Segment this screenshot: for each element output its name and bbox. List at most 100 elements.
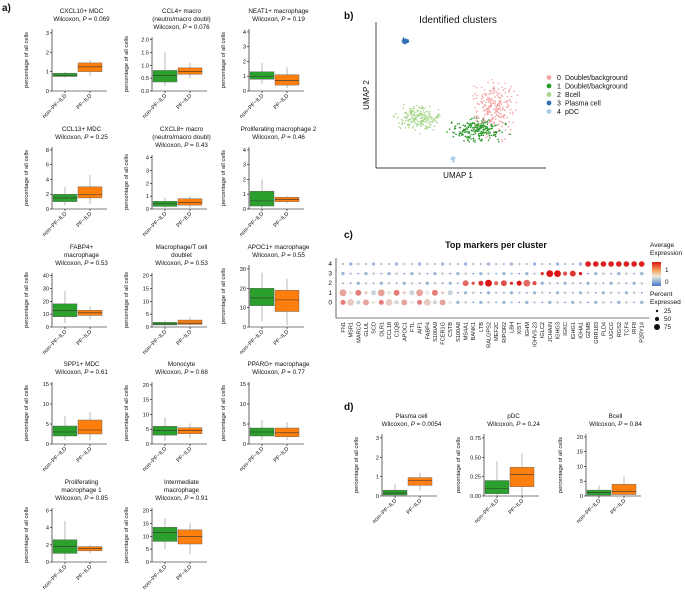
expression-tick-label: 0	[665, 279, 669, 286]
dotplot-dot	[503, 263, 505, 265]
dotplot-dot	[449, 272, 452, 275]
dotplot-dot	[349, 272, 352, 275]
umap-point	[423, 117, 425, 119]
dotplot-dot	[579, 301, 582, 304]
y-tick-label: 10	[43, 312, 49, 318]
umap-point	[496, 92, 499, 94]
y-tick-label: 10	[143, 299, 149, 305]
umap-point	[476, 124, 479, 126]
umap-point	[425, 121, 427, 123]
dotplot-dot	[356, 300, 361, 305]
dotplot-dot	[356, 281, 360, 285]
umap-point	[492, 108, 495, 110]
umap-point	[477, 128, 479, 131]
umap-point	[490, 90, 492, 92]
dotplot-gene-label: IGHM	[525, 322, 531, 337]
umap-point	[494, 118, 497, 121]
umap-point	[428, 112, 431, 115]
pvalue-number: = 0.77	[285, 369, 305, 376]
umap-point	[484, 104, 487, 106]
umap-point	[402, 37, 405, 39]
dotplot-dot	[600, 261, 607, 267]
x-tick-label: non−PF−ILD	[142, 329, 169, 356]
umap-point	[481, 131, 484, 134]
dotplot-dot	[349, 282, 352, 285]
umap-point	[482, 118, 485, 121]
umap-point	[488, 122, 491, 124]
umap-point	[462, 129, 465, 131]
box-pf-ild	[177, 319, 203, 325]
umap-point	[404, 42, 407, 45]
umap-point	[509, 133, 512, 136]
x-tick-label: PF−ILD	[176, 329, 194, 347]
umap-point	[469, 135, 471, 137]
umap-point	[508, 91, 510, 93]
umap-point	[480, 98, 483, 100]
dotplot-dot	[425, 281, 429, 285]
umap-point	[466, 128, 469, 131]
umap-point	[480, 124, 483, 127]
dotplot-dot	[571, 281, 575, 285]
dotplot-dot	[341, 272, 345, 276]
umap-point	[488, 119, 490, 121]
umap-point	[505, 123, 507, 126]
pvalue-number: = 0.069	[87, 16, 110, 23]
umap-point	[487, 81, 489, 84]
umap-point	[395, 112, 397, 115]
y-tick-label: 0	[46, 89, 49, 95]
umap-point	[501, 125, 503, 128]
umap-point	[403, 122, 406, 125]
umap-point	[453, 132, 456, 134]
umap-point	[470, 138, 472, 140]
umap-point	[471, 133, 473, 136]
dotplot-gene-label: UGCG	[609, 322, 615, 339]
dotplot-dot	[342, 263, 344, 265]
dotplot-gene-label: GRR183	[594, 322, 600, 344]
umap-point	[506, 116, 508, 119]
umap-point	[488, 137, 491, 139]
umap-point	[486, 107, 489, 110]
umap-point	[504, 82, 507, 84]
y-axis-label: percentage of all cells	[221, 150, 227, 206]
pvalue-symbol: P	[84, 134, 89, 141]
boxplot-pvalue: Wilcoxon, P = 0.24	[487, 421, 540, 428]
y-axis-label: percentage of all cells	[24, 385, 30, 441]
dotplot-dot	[633, 301, 635, 304]
boxplot-pvalue: Wilcoxon, P = 0.84	[589, 421, 642, 428]
x-tick-label: PF−ILD	[176, 211, 194, 229]
umap-point	[507, 105, 510, 107]
umap-point	[500, 101, 502, 103]
y-tick-label: 30	[43, 286, 49, 292]
umap-point	[468, 130, 470, 133]
umap-point	[464, 131, 466, 133]
dotplot-dot	[587, 272, 589, 275]
umap-point	[468, 140, 470, 143]
y-tick-label: 2	[243, 59, 246, 65]
boxplot-pvalue: Wilcoxon, P = 0.46	[252, 134, 305, 141]
dotplot-dot	[377, 289, 385, 297]
pvalue-symbol: P	[184, 369, 189, 376]
box-non-pf-ild	[249, 288, 275, 306]
dotplot-dot	[617, 291, 620, 294]
y-tick-label: 0	[46, 325, 49, 331]
y-tick-label: 5	[46, 422, 49, 428]
x-tick-label: non−PF−ILD	[42, 211, 69, 238]
boxplot-title: (neutro/macro doubl)	[152, 16, 210, 23]
umap-point	[498, 92, 500, 95]
umap-point	[504, 138, 506, 140]
box-non-pf-ild	[249, 191, 275, 207]
umap-point	[483, 122, 485, 124]
umap-point	[410, 112, 413, 115]
y-tick-label: 2	[146, 181, 149, 187]
umap-point	[489, 119, 492, 121]
pvalue-number: = 0.53	[188, 260, 208, 267]
x-tick-label: non−PF−ILD	[576, 498, 603, 525]
dotplot-gene-label: CSTB	[448, 322, 454, 337]
umap-point	[499, 109, 502, 112]
umap-point	[500, 115, 503, 117]
dotplot-dot	[586, 281, 590, 285]
umap-point	[407, 113, 409, 115]
panel-label-b: b)	[344, 11, 353, 22]
umap-point	[479, 132, 482, 134]
